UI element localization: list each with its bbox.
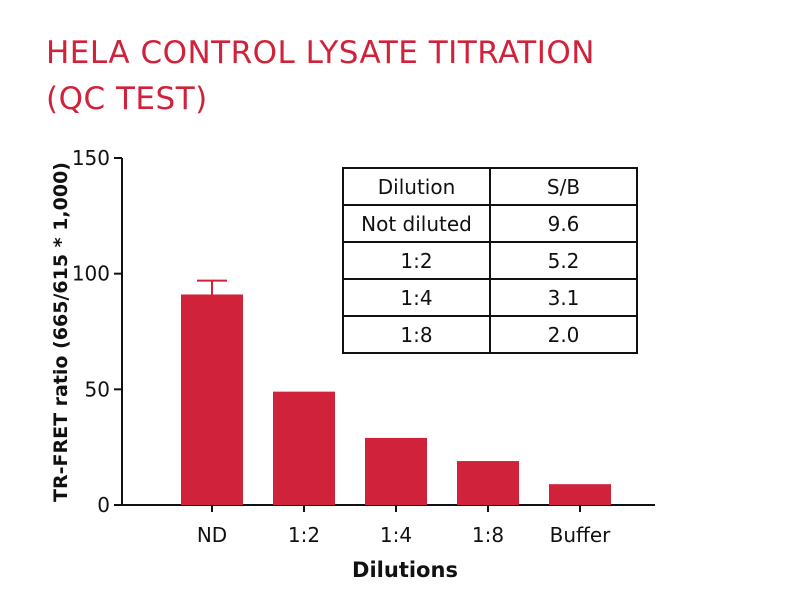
signal-to-background-table: Dilution S/B Not diluted 9.6 1:2 5.2 1:4… <box>342 167 638 354</box>
chart-title-line-1: HELA CONTROL LYSATE TITRATION <box>46 35 595 71</box>
bar-buffer <box>549 484 611 505</box>
bar-1-2 <box>273 391 335 505</box>
x-tick-label: 1:2 <box>288 523 320 547</box>
table-cell-dilution: Not diluted <box>342 204 491 243</box>
x-tick-label: 1:8 <box>472 523 504 547</box>
table-cell-sb: 2.0 <box>489 315 638 354</box>
table-cell-dilution: 1:8 <box>342 315 491 354</box>
table-cell-sb: 5.2 <box>489 241 638 280</box>
bar-1-8 <box>457 461 519 505</box>
table-row: 1:4 3.1 <box>342 278 638 317</box>
table-header-row: Dilution S/B <box>342 167 638 206</box>
x-tick-label: 1:4 <box>380 523 412 547</box>
x-tick-label: ND <box>197 523 227 547</box>
chart-title: HELA CONTROL LYSATE TITRATION (QC TEST) <box>46 30 595 122</box>
table-header-sb: S/B <box>489 167 638 206</box>
y-tick-label: 100 <box>72 262 110 286</box>
y-axis-title: TR-FRET ratio (665/615 * 1,000) <box>50 162 72 502</box>
table-row: 1:2 5.2 <box>342 241 638 280</box>
table-cell-sb: 9.6 <box>489 204 638 243</box>
table-cell-sb: 3.1 <box>489 278 638 317</box>
y-tick-label: 50 <box>85 377 110 401</box>
table-cell-dilution: 1:4 <box>342 278 491 317</box>
bar-nd <box>181 294 243 505</box>
y-tick-label: 150 <box>72 146 110 170</box>
y-tick-label: 0 <box>97 493 110 517</box>
table-row: Not diluted 9.6 <box>342 204 638 243</box>
table-cell-dilution: 1:2 <box>342 241 491 280</box>
table-header-dilution: Dilution <box>342 167 491 206</box>
chart-title-line-2: (QC TEST) <box>46 81 208 117</box>
x-axis-title: Dilutions <box>352 558 458 582</box>
x-tick-label: Buffer <box>550 523 611 547</box>
bar-1-4 <box>365 437 427 505</box>
table-row: 1:8 2.0 <box>342 315 638 354</box>
